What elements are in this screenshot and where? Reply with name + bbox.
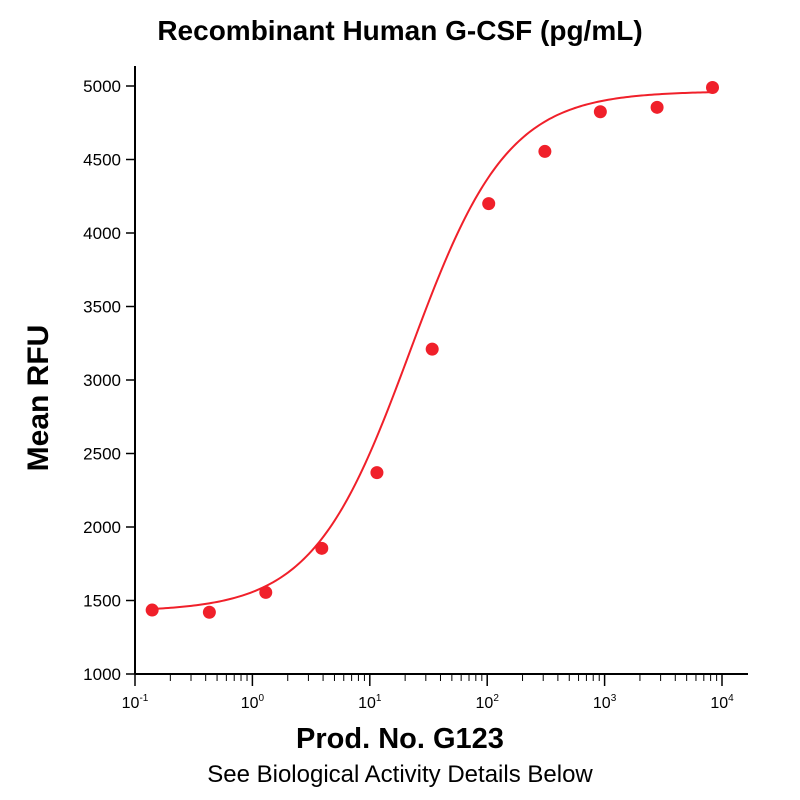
x-axis-label: Prod. No. G123 xyxy=(296,723,504,755)
y-tick-label: 1000 xyxy=(83,665,121,684)
y-tick-label: 3000 xyxy=(83,371,121,390)
chart-title: Recombinant Human G-CSF (pg/mL) xyxy=(157,15,642,46)
data-point xyxy=(202,605,216,619)
data-point xyxy=(425,342,439,356)
data-point xyxy=(370,466,384,480)
y-tick-label: 3500 xyxy=(83,298,121,317)
data-point xyxy=(538,144,552,158)
y-tick-label: 2000 xyxy=(83,518,121,537)
data-point xyxy=(482,197,496,211)
x-tick-label: 100 xyxy=(241,693,265,712)
data-point xyxy=(650,100,664,114)
data-point xyxy=(705,80,719,94)
y-axis-label: Mean RFU xyxy=(22,325,55,472)
x-ticks: 10-1 100 101 102 103 104 xyxy=(122,674,734,712)
data-point xyxy=(145,603,159,617)
fit-curve-group xyxy=(150,91,714,611)
fit-curve xyxy=(150,91,714,611)
y-tick-label: 4500 xyxy=(83,151,121,170)
x-tick-label: 104 xyxy=(710,693,734,712)
x-tick-label: 102 xyxy=(476,693,500,712)
x-tick-label: 10-1 xyxy=(122,693,149,712)
data-points xyxy=(145,80,719,619)
x-tick-label: 103 xyxy=(593,693,617,712)
data-point xyxy=(593,105,607,119)
y-ticks: 1000 1500 2000 2500 3000 3500 4000 4500 5000 xyxy=(83,77,135,684)
data-point xyxy=(259,585,273,599)
y-tick-label: 1500 xyxy=(83,592,121,611)
chart-subtitle: See Biological Activity Details Below xyxy=(207,761,593,788)
y-tick-label: 2500 xyxy=(83,445,121,464)
y-tick-label: 5000 xyxy=(83,77,121,96)
x-tick-label: 101 xyxy=(358,693,382,712)
data-point xyxy=(315,541,329,555)
y-tick-label: 4000 xyxy=(83,224,121,243)
